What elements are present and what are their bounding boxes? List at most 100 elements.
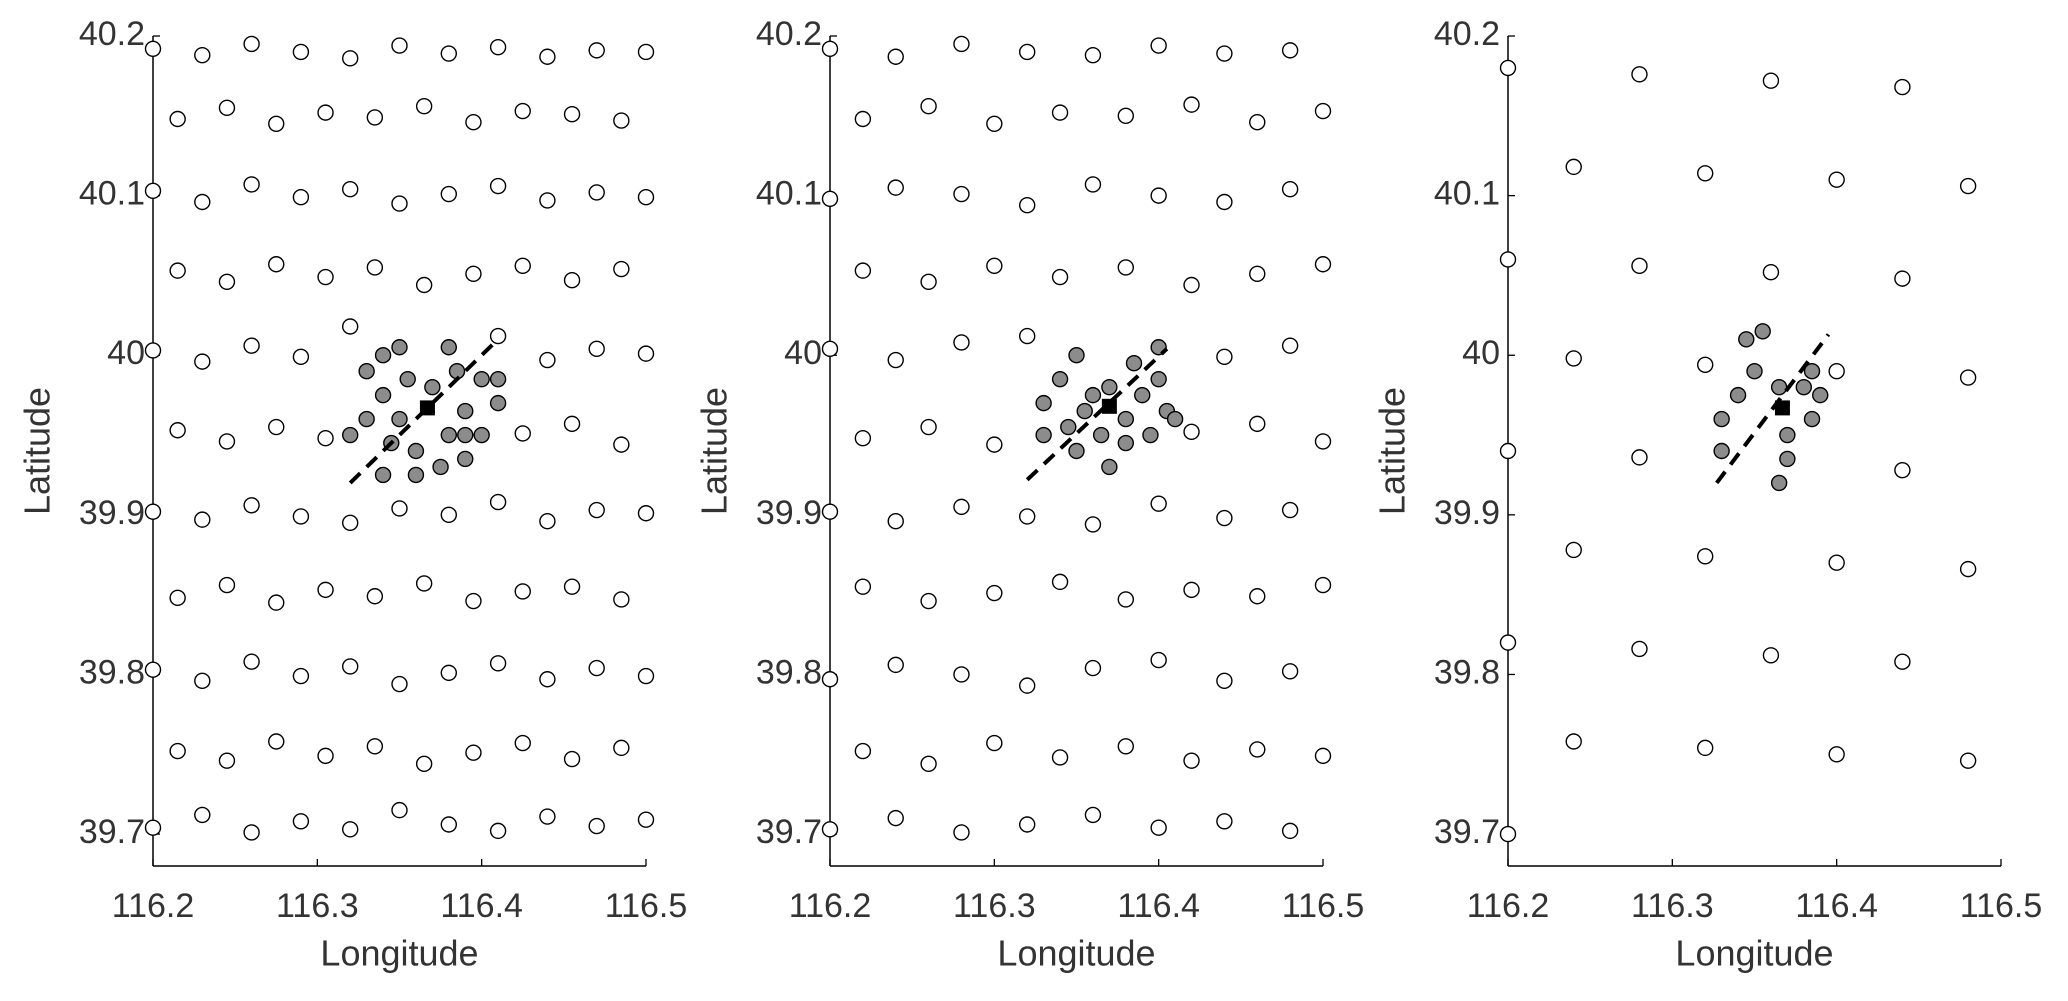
point — [1894, 461, 1911, 479]
point — [854, 262, 872, 279]
point — [821, 671, 839, 688]
point — [292, 667, 310, 685]
point — [1894, 78, 1911, 96]
y-tick-label: 39.8 — [756, 653, 822, 691]
point — [1499, 442, 1517, 460]
point — [1183, 581, 1200, 599]
point — [366, 588, 384, 605]
y-axis-label: Latitude — [694, 387, 735, 515]
point — [465, 265, 482, 283]
x-tick-label: 116.3 — [1631, 887, 1714, 925]
point — [1499, 251, 1517, 268]
point — [887, 351, 904, 369]
point — [637, 811, 655, 828]
point — [1125, 355, 1143, 372]
x-tick-label: 116.2 — [789, 887, 872, 925]
point — [1281, 337, 1299, 354]
point — [1183, 96, 1200, 113]
point — [473, 426, 490, 444]
point — [1713, 442, 1730, 460]
point — [1249, 415, 1266, 433]
point — [1959, 369, 1977, 386]
point — [613, 260, 630, 278]
point — [391, 410, 408, 428]
point — [539, 351, 556, 369]
point — [1216, 193, 1233, 211]
y-tick-label: 39.9 — [756, 494, 822, 532]
point — [489, 327, 507, 345]
point — [1803, 410, 1821, 428]
point — [473, 370, 490, 388]
point — [268, 733, 285, 750]
point — [887, 48, 904, 65]
point — [358, 362, 375, 380]
point — [268, 594, 285, 611]
point — [243, 653, 260, 670]
point — [1631, 257, 1648, 275]
point — [1068, 347, 1085, 364]
point — [366, 738, 384, 755]
point — [1117, 410, 1135, 428]
point — [292, 189, 310, 206]
x-axis-label: Longitude — [997, 933, 1155, 974]
point — [374, 386, 392, 404]
point — [1051, 573, 1069, 591]
point — [1035, 394, 1052, 412]
point — [637, 505, 655, 522]
point — [1828, 171, 1845, 188]
point — [194, 193, 211, 211]
point — [1631, 449, 1648, 466]
point — [1150, 370, 1167, 388]
point — [1117, 434, 1135, 452]
point — [1770, 378, 1788, 396]
point — [1959, 560, 1977, 578]
point — [457, 450, 474, 468]
point — [1812, 386, 1829, 404]
point — [563, 578, 581, 595]
point — [821, 190, 839, 208]
point — [317, 581, 334, 599]
point — [457, 402, 474, 420]
point — [986, 734, 1003, 752]
point — [1183, 752, 1200, 769]
point — [317, 268, 334, 286]
point — [432, 458, 449, 476]
point — [144, 40, 162, 57]
dashed-line — [1025, 347, 1169, 482]
point — [588, 501, 605, 519]
point — [440, 426, 457, 444]
point — [1060, 418, 1077, 436]
x-axis-label: Longitude — [1675, 933, 1833, 974]
point — [243, 824, 260, 841]
point — [415, 755, 433, 773]
point — [415, 276, 433, 294]
point — [268, 418, 285, 436]
panel: 39.7 39.8 39.9 40 40.1 40.2 116.2 116.3 116.4 116… — [1372, 15, 2043, 974]
point — [1051, 104, 1069, 121]
point — [613, 739, 630, 757]
y-tick-label: 39.9 — [1434, 494, 1500, 532]
x-tick-label: 116.5 — [1282, 887, 1365, 925]
x-tick-label: 116.2 — [112, 887, 195, 925]
point — [243, 497, 260, 514]
point — [194, 353, 211, 370]
point — [1249, 265, 1266, 283]
point — [1150, 651, 1167, 669]
point — [1754, 323, 1771, 340]
point — [563, 415, 581, 433]
point — [465, 744, 482, 761]
point — [1281, 663, 1299, 680]
point — [1565, 541, 1582, 559]
point — [854, 742, 872, 760]
point — [292, 508, 310, 525]
point — [887, 513, 904, 530]
point — [1249, 741, 1266, 758]
point — [821, 340, 839, 358]
point — [1183, 423, 1200, 441]
point — [563, 272, 581, 289]
point — [1216, 672, 1233, 690]
point — [821, 821, 839, 838]
point — [854, 578, 872, 595]
point — [588, 42, 605, 59]
point — [489, 177, 507, 195]
